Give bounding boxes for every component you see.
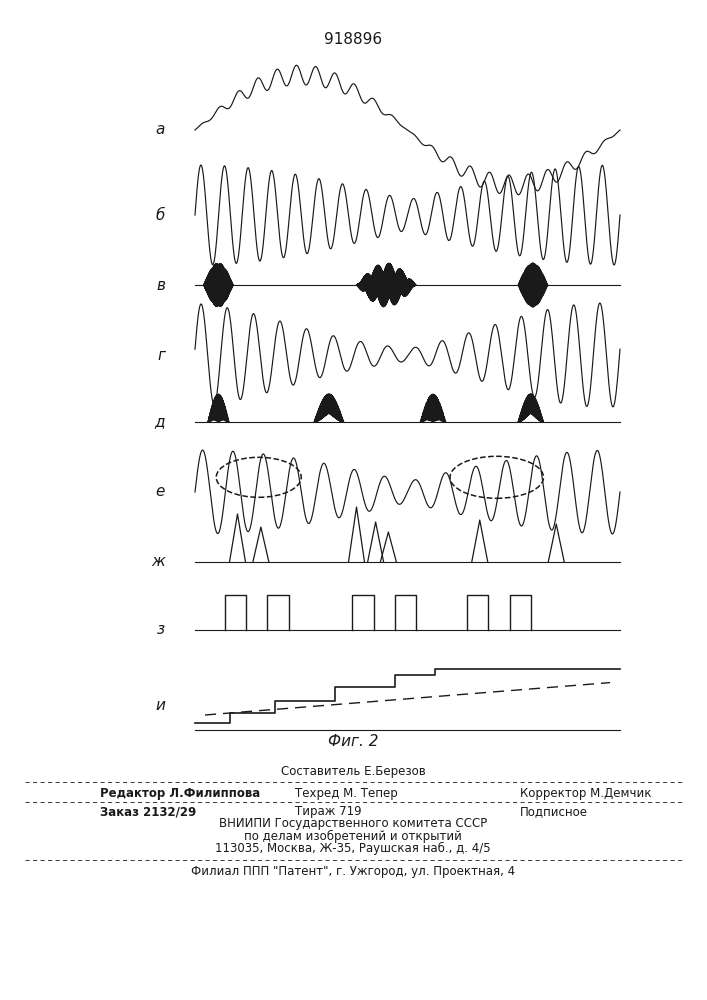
Text: и: и bbox=[155, 698, 165, 712]
Text: Заказ 2132/29: Заказ 2132/29 bbox=[100, 806, 197, 818]
Text: е: е bbox=[156, 485, 165, 499]
Text: Корректор М.Демчик: Корректор М.Демчик bbox=[520, 786, 651, 800]
Text: а: а bbox=[156, 122, 165, 137]
Text: ж: ж bbox=[151, 554, 165, 570]
Text: ВНИИПИ Государственного комитета СССР: ВНИИПИ Государственного комитета СССР bbox=[219, 818, 487, 830]
Text: в: в bbox=[156, 277, 165, 292]
Text: 918896: 918896 bbox=[324, 32, 382, 47]
Text: по делам изобретений и открытий: по делам изобретений и открытий bbox=[244, 829, 462, 843]
Text: з: з bbox=[157, 622, 165, 638]
Text: Фиг. 2: Фиг. 2 bbox=[328, 734, 378, 750]
Text: Филиал ППП "Патент", г. Ужгород, ул. Проектная, 4: Филиал ППП "Патент", г. Ужгород, ул. Про… bbox=[191, 865, 515, 879]
Text: Тираж 719: Тираж 719 bbox=[295, 806, 361, 818]
Text: д: д bbox=[155, 414, 165, 430]
Text: Техред М. Тепер: Техред М. Тепер bbox=[295, 786, 398, 800]
Text: г: г bbox=[157, 348, 165, 362]
Text: 113035, Москва, Ж-35, Раушская наб., д. 4/5: 113035, Москва, Ж-35, Раушская наб., д. … bbox=[215, 841, 491, 855]
Text: Подписное: Подписное bbox=[520, 806, 588, 818]
Text: б: б bbox=[156, 208, 165, 223]
Text: Составитель Е.Березов: Составитель Е.Березов bbox=[281, 766, 426, 778]
Text: Редактор Л.Филиппова: Редактор Л.Филиппова bbox=[100, 786, 260, 800]
